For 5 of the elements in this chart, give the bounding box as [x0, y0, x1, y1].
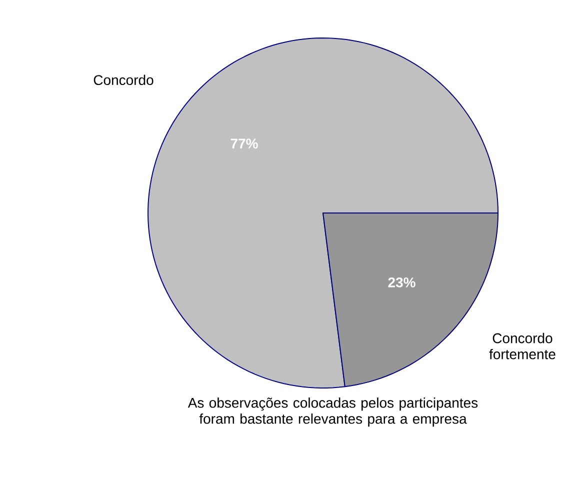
slice-label: Concordo: [94, 74, 154, 86]
text: As observações colocadas pelos participantes foram bastante relevantes para a empresa: [188, 398, 478, 427]
data-label: 23%: [388, 277, 416, 288]
slice-label: Concordo fortemente: [489, 332, 556, 360]
data-label: 77%: [230, 138, 258, 148]
